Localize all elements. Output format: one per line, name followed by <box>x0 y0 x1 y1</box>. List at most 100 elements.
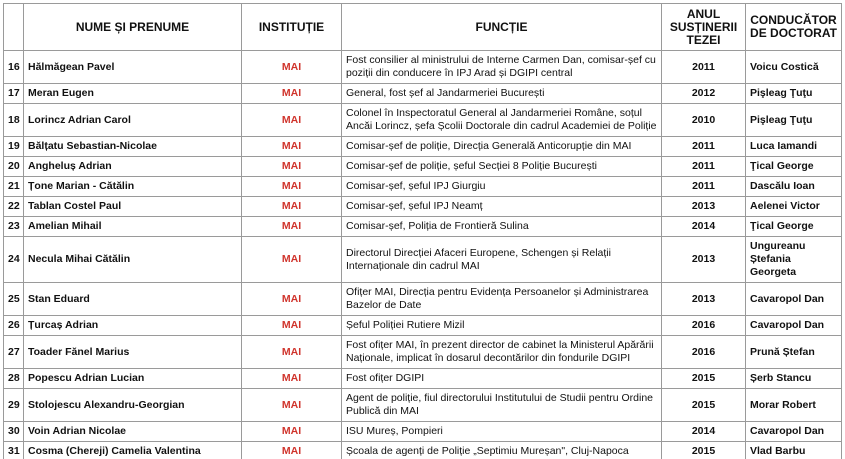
header-cell <box>3 3 24 51</box>
row-number: 17 <box>3 83 24 104</box>
function-cell: Comisar-șef de poliție, Direcția General… <box>341 136 662 157</box>
name-cell: Hălmăgean Pavel <box>23 50 242 84</box>
table-row: 24 Necula Mihai Cătălin MAI Directorul Dire… <box>3 236 842 283</box>
row-number: 20 <box>3 156 24 177</box>
table-row: 28 Popescu Adrian Lucian MAI Fost ofițer DG… <box>3 368 842 389</box>
institution-cell: MAI <box>241 103 342 137</box>
row-number: 28 <box>3 368 24 389</box>
row-number: 29 <box>3 388 24 422</box>
name-cell: Lorincz Adrian Carol <box>23 103 242 137</box>
row-number: 27 <box>3 335 24 369</box>
row-number: 25 <box>3 282 24 316</box>
name-cell: Țurcaș Adrian <box>23 315 242 336</box>
institution-cell: MAI <box>241 441 342 459</box>
supervisor-cell: Pişleag Ţuţu <box>745 103 842 137</box>
row-number: 26 <box>3 315 24 336</box>
table-row: 22 Tablan Costel Paul MAI Comisar-șef, șefu… <box>3 196 842 217</box>
header-cell: ANUL SUSȚINERII TEZEI <box>661 3 746 51</box>
header-row: NUME ȘI PRENUME INSTITUȚIE FUNCȚIE ANUL SUS… <box>3 3 842 51</box>
name-cell: Cosma (Chereji) Camelia Valentina <box>23 441 242 459</box>
year-cell: 2011 <box>661 50 746 84</box>
institution-cell: MAI <box>241 176 342 197</box>
function-cell: Comisar-șef de poliție, șeful Secției 8 … <box>341 156 662 177</box>
function-cell: Fost ofițer MAI, în prezent director de … <box>341 335 662 369</box>
table-row: 30 Voin Adrian Nicolae MAI ISU Mureș, Pompi… <box>3 421 842 442</box>
institution-cell: MAI <box>241 136 342 157</box>
supervisor-cell: Cavaropol Dan <box>745 421 842 442</box>
year-cell: 2013 <box>661 282 746 316</box>
name-cell: Necula Mihai Cătălin <box>23 236 242 283</box>
name-cell: Stan Eduard <box>23 282 242 316</box>
name-cell: Țone Marian - Cătălin <box>23 176 242 197</box>
function-cell: General, fost șef al Jandarmeriei Bucure… <box>341 83 662 104</box>
header-cell: CONDUCĂTOR DE DOCTORAT <box>745 3 842 51</box>
year-cell: 2016 <box>661 315 746 336</box>
year-cell: 2015 <box>661 441 746 459</box>
row-number: 24 <box>3 236 24 283</box>
supervisor-cell: Cavaropol Dan <box>745 315 842 336</box>
year-cell: 2013 <box>661 236 746 283</box>
table-row: 23 Amelian Mihail MAI Comisar-șef, Poliția … <box>3 216 842 237</box>
supervisor-cell: Dascălu Ioan <box>745 176 842 197</box>
year-cell: 2012 <box>661 83 746 104</box>
doctorate-table: NUME ȘI PRENUME INSTITUȚIE FUNCȚIE ANUL SUS… <box>3 3 842 459</box>
institution-cell: MAI <box>241 236 342 283</box>
institution-cell: MAI <box>241 315 342 336</box>
name-cell: Meran Eugen <box>23 83 242 104</box>
function-cell: Colonel în Inspectoratul General al Jand… <box>341 103 662 137</box>
supervisor-cell: Șerb Stancu <box>745 368 842 389</box>
page: NUME ȘI PRENUME INSTITUȚIE FUNCȚIE ANUL SUS… <box>0 3 845 459</box>
year-cell: 2010 <box>661 103 746 137</box>
table-body: 16 Hălmăgean Pavel MAI Fost consilier al mi… <box>3 50 842 459</box>
function-cell: Șeful Poliției Rutiere Mizil <box>341 315 662 336</box>
supervisor-cell: Pişleag Ţuţu <box>745 83 842 104</box>
name-cell: Voin Adrian Nicolae <box>23 421 242 442</box>
supervisor-cell: Ţical George <box>745 156 842 177</box>
year-cell: 2014 <box>661 216 746 237</box>
table-row: 18 Lorincz Adrian Carol MAI Colonel în Insp… <box>3 103 842 137</box>
header-cell: INSTITUȚIE <box>241 3 342 51</box>
year-cell: 2015 <box>661 368 746 389</box>
header-cell: NUME ȘI PRENUME <box>23 3 242 51</box>
name-cell: Bălțatu Sebastian-Nicolae <box>23 136 242 157</box>
supervisor-cell: Aelenei Victor <box>745 196 842 217</box>
table-row: 21 Țone Marian - Cătălin MAI Comisar-șef, ș… <box>3 176 842 197</box>
year-cell: 2011 <box>661 176 746 197</box>
year-cell: 2016 <box>661 335 746 369</box>
supervisor-cell: Vlad Barbu <box>745 441 842 459</box>
row-number: 23 <box>3 216 24 237</box>
institution-cell: MAI <box>241 335 342 369</box>
row-number: 16 <box>3 50 24 84</box>
supervisor-cell: Morar Robert <box>745 388 842 422</box>
function-cell: Directorul Direcției Afaceri Europene, S… <box>341 236 662 283</box>
institution-cell: MAI <box>241 368 342 389</box>
supervisor-cell: Voicu Costică <box>745 50 842 84</box>
supervisor-cell: Ungureanu Ștefania Georgeta <box>745 236 842 283</box>
function-cell: Ofițer MAI, Direcția pentru Evidența Per… <box>341 282 662 316</box>
header-cell: FUNCȚIE <box>341 3 662 51</box>
year-cell: 2014 <box>661 421 746 442</box>
row-number: 21 <box>3 176 24 197</box>
name-cell: Amelian Mihail <box>23 216 242 237</box>
institution-cell: MAI <box>241 388 342 422</box>
supervisor-cell: Ţical George <box>745 216 842 237</box>
institution-cell: MAI <box>241 83 342 104</box>
table-row: 25 Stan Eduard MAI Ofițer MAI, Direcția pen… <box>3 282 842 316</box>
table-row: 29 Stolojescu Alexandru-Georgian MAI Agent … <box>3 388 842 422</box>
year-cell: 2015 <box>661 388 746 422</box>
table-row: 20 Angheluș Adrian MAI Comisar-șef de poliț… <box>3 156 842 177</box>
table-row: 17 Meran Eugen MAI General, fost șef al Jan… <box>3 83 842 104</box>
function-cell: Fost ofițer DGIPI <box>341 368 662 389</box>
institution-cell: MAI <box>241 156 342 177</box>
function-cell: Școala de agenți de Poliție „Septimiu Mu… <box>341 441 662 459</box>
table-row: 27 Toader Fănel Marius MAI Fost ofițer MAI,… <box>3 335 842 369</box>
function-cell: Fost consilier al ministrului de Interne… <box>341 50 662 84</box>
row-number: 31 <box>3 441 24 459</box>
year-cell: 2013 <box>661 196 746 217</box>
supervisor-cell: Luca Iamandi <box>745 136 842 157</box>
function-cell: Comisar-șef, șeful IPJ Giurgiu <box>341 176 662 197</box>
name-cell: Toader Fănel Marius <box>23 335 242 369</box>
table-row: 19 Bălțatu Sebastian-Nicolae MAI Comisar-șe… <box>3 136 842 157</box>
function-cell: Agent de poliție, fiul directorului Inst… <box>341 388 662 422</box>
institution-cell: MAI <box>241 50 342 84</box>
